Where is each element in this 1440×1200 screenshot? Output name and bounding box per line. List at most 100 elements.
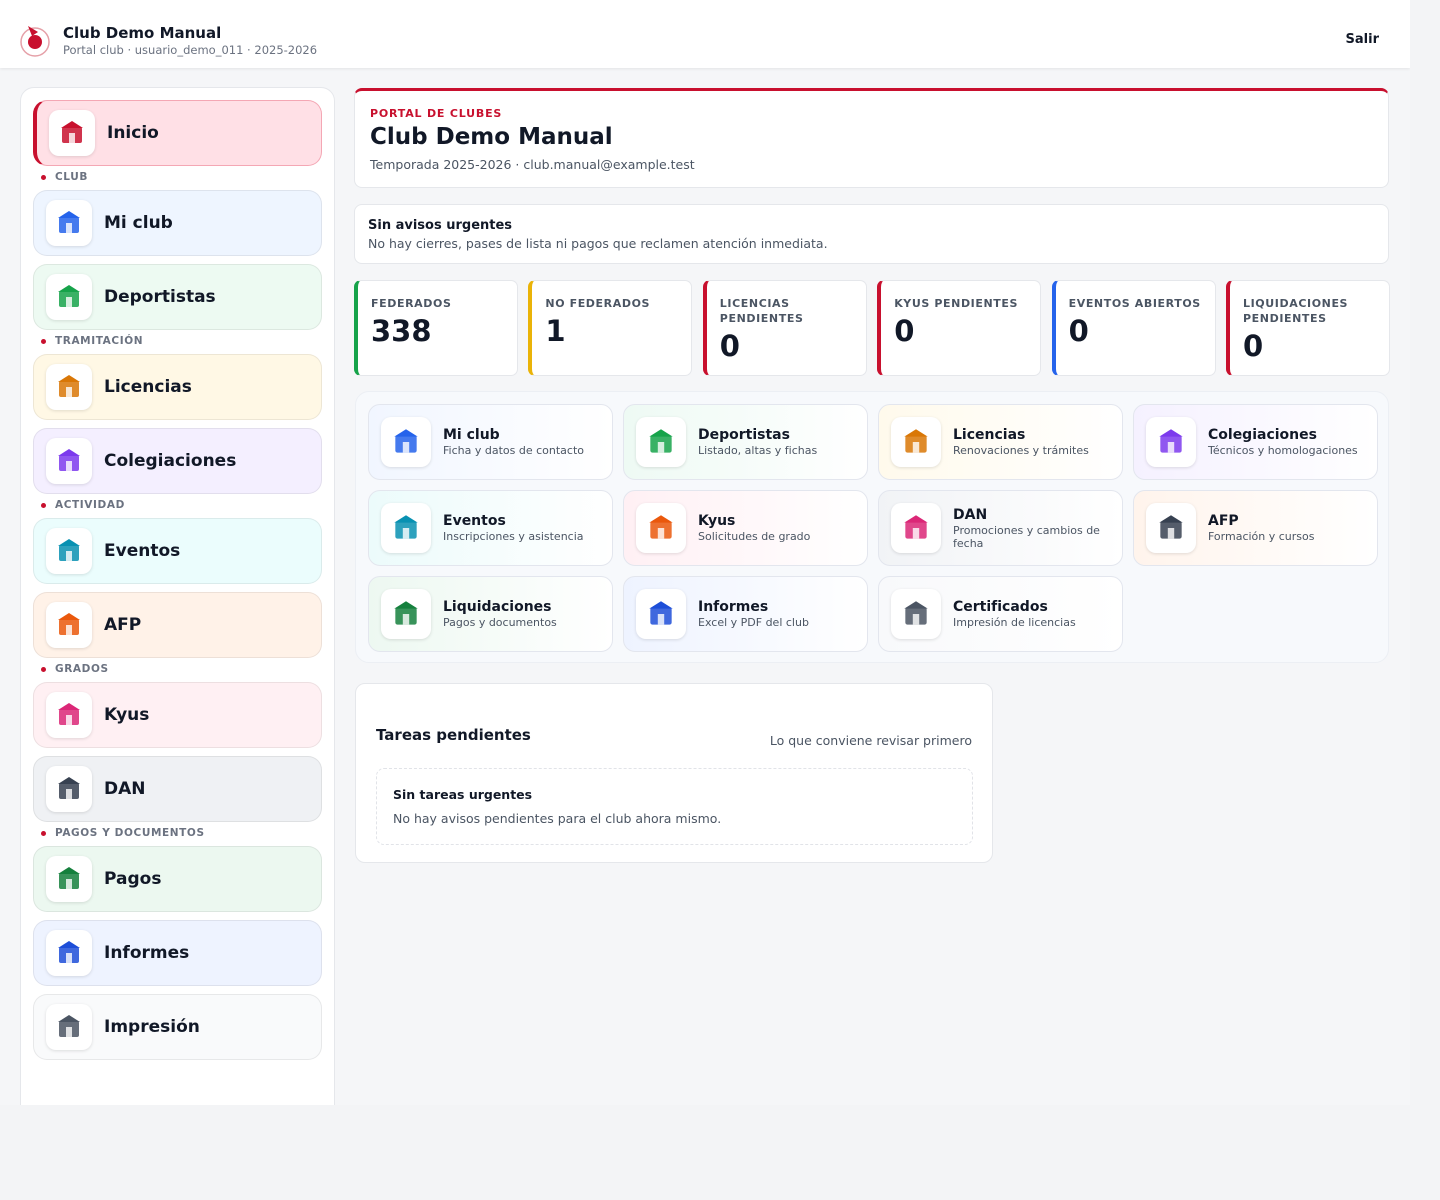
- shortcut-tile[interactable]: DAN Promociones y cambios de fecha: [878, 490, 1123, 566]
- tile-title: Deportistas: [698, 427, 790, 443]
- shortcut-tile[interactable]: AFP Formación y cursos: [1133, 490, 1378, 566]
- icon-glyph: [904, 601, 928, 625]
- tile-title: Liquidaciones: [443, 599, 552, 615]
- icon-glyph: [904, 515, 928, 539]
- tasks-hint: Lo que conviene revisar primero: [769, 733, 972, 748]
- shortcut-tile[interactable]: Eventos Inscripciones y asistencia: [368, 490, 613, 566]
- icon-glyph: [1159, 515, 1183, 539]
- stat-card: LICENCIAS PENDIENTES 0: [702, 280, 867, 376]
- icon-glyph: [58, 941, 80, 963]
- tile-desc: Renovaciones y trámites: [953, 444, 1089, 457]
- icon: [381, 417, 431, 467]
- tile-text: DAN Promociones y cambios de fecha: [953, 507, 1103, 550]
- nav-label: Impresión: [104, 1017, 200, 1037]
- stat-label: KYUS PENDIENTES: [894, 297, 1019, 310]
- shortcut-tile[interactable]: Colegiaciones Técnicos y homologaciones: [1133, 404, 1378, 480]
- icon-glyph: [904, 429, 928, 453]
- nav-item[interactable]: Colegiaciones: [33, 428, 322, 494]
- nav-label: Informes: [104, 943, 190, 963]
- nav-label: Licencias: [104, 377, 192, 397]
- tile-text: Mi club Ficha y datos de contacto: [443, 427, 593, 457]
- icon-glyph: [394, 515, 418, 539]
- stat-label: FEDERADOS: [371, 297, 452, 310]
- stat-card: KYUS PENDIENTES 0: [877, 280, 1042, 376]
- nav-item[interactable]: Inicio: [33, 100, 322, 166]
- notice-text: No hay cierres, pases de lista ni pagos …: [368, 236, 828, 251]
- shortcut-tile[interactable]: Informes Excel y PDF del club: [623, 576, 868, 652]
- shortcut-tile[interactable]: Mi club Ficha y datos de contacto: [368, 404, 613, 480]
- nav-item[interactable]: Pagos: [33, 846, 322, 912]
- icon: [891, 589, 941, 639]
- nav-item[interactable]: Mi club: [33, 190, 322, 256]
- tasks-title: Tareas pendientes: [376, 726, 531, 744]
- header-subtitle: Portal club · usuario_demo_011 · 2025-20…: [63, 43, 318, 57]
- icon: [46, 438, 92, 484]
- stat-value: 0: [719, 329, 740, 363]
- tile-desc: Formación y cursos: [1208, 530, 1315, 543]
- nav-item[interactable]: Impresión: [33, 994, 322, 1060]
- stat-value: 0: [1243, 329, 1264, 363]
- shortcut-tile[interactable]: Deportistas Listado, altas y fichas: [623, 404, 868, 480]
- icon: [46, 930, 92, 976]
- tile-title: DAN: [953, 506, 988, 523]
- nav-item[interactable]: DAN: [33, 756, 322, 822]
- icon-glyph: [58, 777, 80, 799]
- nav-item[interactable]: Deportistas: [33, 264, 322, 330]
- nav-label: DAN: [104, 779, 146, 799]
- tile-title: Licencias: [953, 427, 1026, 443]
- empty-title: Sin tareas urgentes: [393, 787, 533, 802]
- hero-subtitle: Temporada 2025-2026 · club.manual@exampl…: [370, 157, 695, 172]
- shortcut-tile[interactable]: Kyus Solicitudes de grado: [623, 490, 868, 566]
- shortcut-tile[interactable]: Licencias Renovaciones y trámites: [878, 404, 1123, 480]
- nav-label: Kyus: [104, 705, 150, 725]
- nav-item[interactable]: AFP: [33, 592, 322, 658]
- icon: [1146, 417, 1196, 467]
- nav-section-title: CLUB: [41, 171, 322, 183]
- icon: [381, 589, 431, 639]
- nav-item[interactable]: Informes: [33, 920, 322, 986]
- tile-title: Certificados: [953, 599, 1048, 615]
- tile-desc: Pagos y documentos: [443, 616, 557, 629]
- logo: [20, 26, 50, 57]
- icon: [46, 692, 92, 738]
- tile-text: Deportistas Listado, altas y fichas: [698, 427, 848, 457]
- icon-glyph: [58, 613, 80, 635]
- icon: [636, 589, 686, 639]
- stat-card: FEDERADOS 338: [354, 280, 518, 376]
- nav-item[interactable]: Licencias: [33, 354, 322, 420]
- shortcut-tile[interactable]: Certificados Impresión de licencias: [878, 576, 1123, 652]
- nav-item[interactable]: Kyus: [33, 682, 322, 748]
- hero-title: Club Demo Manual: [370, 124, 613, 150]
- shortcut-tile[interactable]: Liquidaciones Pagos y documentos: [368, 576, 613, 652]
- tile-desc: Técnicos y homologaciones: [1208, 444, 1358, 457]
- icon-glyph: [649, 601, 673, 625]
- tile-text: Kyus Solicitudes de grado: [698, 513, 848, 543]
- tasks-card: Tareas pendientes Lo que conviene revisa…: [355, 683, 993, 863]
- icon: [46, 766, 92, 812]
- icon: [1146, 503, 1196, 553]
- hero-kicker: PORTAL DE CLUBES: [370, 107, 503, 120]
- app: Club Demo Manual Portal club · usuario_d…: [0, 0, 1410, 1105]
- tile-text: Liquidaciones Pagos y documentos: [443, 599, 593, 629]
- logout-button[interactable]: Salir: [1345, 32, 1379, 47]
- tile-desc: Listado, altas y fichas: [698, 444, 818, 457]
- nav-label: Eventos: [104, 541, 181, 561]
- icon-glyph: [58, 539, 80, 561]
- icon-glyph: [1159, 429, 1183, 453]
- hero-card: PORTAL DE CLUBES Club Demo Manual Tempor…: [354, 88, 1389, 188]
- icon-glyph: [58, 1015, 80, 1037]
- tile-text: Colegiaciones Técnicos y homologaciones: [1208, 427, 1358, 457]
- notice-card: Sin avisos urgentes No hay cierres, pase…: [354, 204, 1389, 264]
- tile-title: AFP: [1208, 513, 1239, 529]
- icon: [46, 1004, 92, 1050]
- icon-glyph: [58, 375, 80, 397]
- tile-title: Informes: [698, 599, 769, 615]
- tile-desc: Excel y PDF del club: [698, 616, 809, 629]
- stat-card: EVENTOS ABIERTOS 0: [1051, 280, 1216, 376]
- icon: [46, 200, 92, 246]
- nav-item[interactable]: Eventos: [33, 518, 322, 584]
- nav-section-title: GRADOS: [41, 663, 322, 675]
- nav-label: Deportistas: [104, 287, 216, 307]
- top-bar: Club Demo Manual Portal club · usuario_d…: [0, 0, 1410, 68]
- stat-card: LIQUIDACIONES PENDIENTES 0: [1226, 280, 1390, 376]
